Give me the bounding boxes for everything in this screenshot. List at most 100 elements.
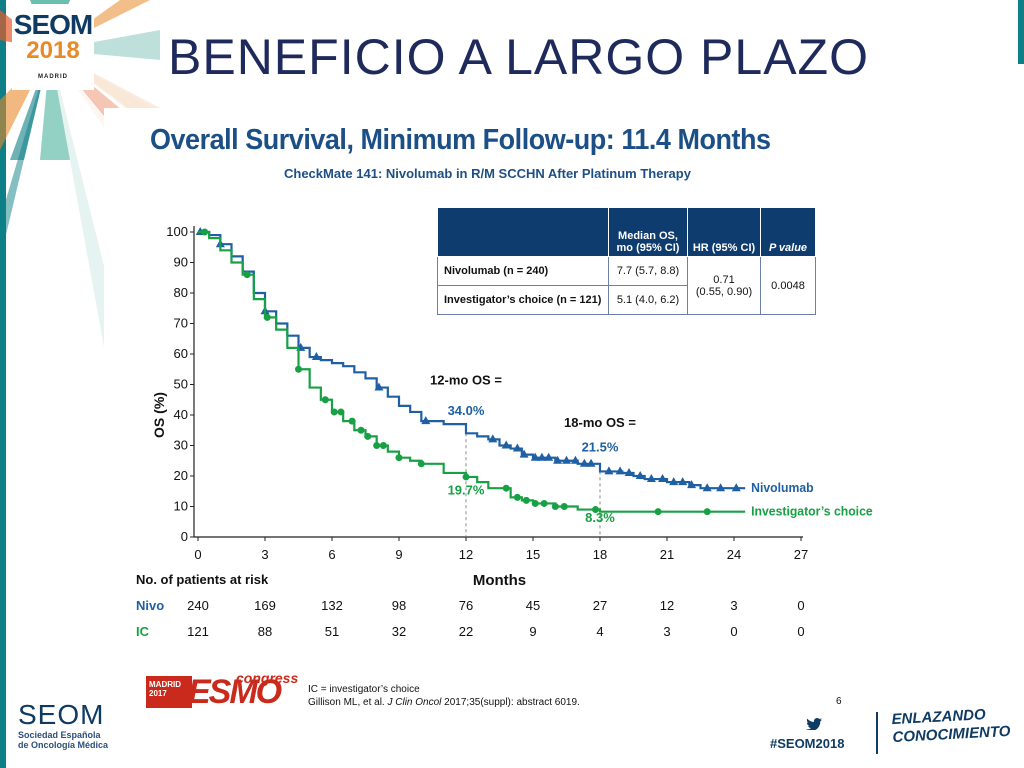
risk-cell: 3 <box>663 624 670 639</box>
investigator-choice-censor-mark <box>263 313 271 321</box>
nivolumab-censor-mark <box>604 466 614 475</box>
nivolumab-censor-mark <box>658 474 668 483</box>
esmo-word: ESMO <box>188 673 282 711</box>
table-row: Investigator’s choice (n = 121) 5.1 (4.0… <box>437 285 816 315</box>
y-tick-label: 30 <box>174 438 188 453</box>
x-tick-label: 6 <box>328 547 335 562</box>
investigator-choice-censor-mark <box>321 396 329 404</box>
footnote-abbreviation: IC = investigator’s choice <box>308 684 420 695</box>
table-cell-median: 7.7 (5.7, 8.8) <box>608 256 688 286</box>
nivolumab-censor-mark <box>731 483 741 492</box>
investigator-choice-censor-mark <box>560 503 568 510</box>
risk-cell: 9 <box>529 624 536 639</box>
citation-authors: Gillison ML, et al. <box>308 697 388 708</box>
y-tick-label: 0 <box>181 529 188 544</box>
risk-cell: 88 <box>258 624 272 639</box>
investigator-choice-censor-mark <box>522 496 530 504</box>
investigator-choice-censor-mark <box>330 408 338 416</box>
nivolumab-censor-mark <box>716 483 726 492</box>
table-header-pvalue: P value <box>760 207 816 257</box>
footnote-citation: Gillison ML, et al. J Clin Oncol 2017;35… <box>308 696 580 709</box>
risk-cell: 0 <box>797 624 804 639</box>
nivolumab-censor-mark <box>553 455 563 464</box>
seom-2018-logo: SEOM 2018 MADRID <box>12 4 94 90</box>
investigator-choice-censor-mark <box>243 271 251 279</box>
x-tick-label: 9 <box>395 547 402 562</box>
logo-seom-text: SEOM <box>13 9 93 40</box>
table-cell-pvalue: 0.0048 <box>760 256 816 315</box>
nivolumab-censor-mark <box>615 466 625 475</box>
table-cell-arm: Investigator’s choice (n = 121) <box>437 285 609 315</box>
risk-cell: 76 <box>459 598 473 613</box>
y-tick-label: 20 <box>174 468 188 483</box>
nivolumab-end-label: Nivolumab <box>751 481 814 495</box>
investigator-choice-end-label: Investigator’s choice <box>751 504 872 518</box>
esmo-congress-word: congress <box>236 670 299 686</box>
x-tick-label: 18 <box>593 547 607 562</box>
table-header-median: Median OS, mo (95% CI) <box>608 207 688 257</box>
event-hashtag: #SEOM2018 <box>770 736 845 751</box>
os-annotation: 19.7% <box>448 482 485 497</box>
logo-city-text: MADRID <box>38 74 68 80</box>
survival-summary-table: Median OS, mo (95% CI) HR (95% CI) P val… <box>437 207 816 315</box>
nivolumab-censor-mark <box>501 440 511 449</box>
y-tick-label: 80 <box>174 285 188 300</box>
chart-subtitle: CheckMate 141: Nivolumab in R/M SCCHN Af… <box>284 166 691 181</box>
risk-cell: 4 <box>596 624 603 639</box>
risk-cell: 45 <box>526 598 540 613</box>
esmo-red-block <box>146 676 192 708</box>
risk-cell: 121 <box>187 624 209 639</box>
seom-line-2: de Oncología Médica <box>18 740 109 750</box>
esmo-year: 2017 <box>149 689 167 698</box>
investigator-choice-censor-mark <box>531 499 539 507</box>
table-cell-median: 5.1 (4.0, 6.2) <box>608 285 688 315</box>
y-tick-label: 40 <box>174 407 188 422</box>
table-row: Nivolumab (n = 240) 7.7 (5.7, 8.8) 0.71 … <box>437 256 816 315</box>
y-tick-label: 50 <box>174 377 188 392</box>
investigator-choice-censor-mark <box>357 426 365 434</box>
nivolumab-censor-mark <box>635 471 645 479</box>
hr-value: 0.71 <box>713 273 735 286</box>
hr-ci: (0.55, 0.90) <box>695 285 753 298</box>
risk-cell: 98 <box>392 598 406 613</box>
table-header-hr: HR (95% CI) <box>687 207 761 257</box>
y-tick-label: 90 <box>174 255 188 270</box>
x-axis-label: Months <box>473 572 526 589</box>
investigator-choice-censor-mark <box>502 484 510 492</box>
y-tick-label: 60 <box>174 346 188 361</box>
risk-table-header: No. of patients at risk <box>136 572 269 587</box>
investigator-choice-censor-mark <box>295 365 302 373</box>
seom-society-logo: SEOM Sociedad Española de Oncología Médi… <box>18 700 109 751</box>
table-cell-arm: Nivolumab (n = 240) <box>437 256 609 286</box>
os-annotation: 21.5% <box>582 440 619 455</box>
risk-cell: 12 <box>660 598 674 613</box>
event-tagline: ENLAZANDO CONOCIMIENTO <box>891 705 1011 747</box>
os-annotation: 34.0% <box>448 403 485 418</box>
nivolumab-censor-mark <box>669 477 679 486</box>
investigator-choice-censor-mark <box>551 503 559 510</box>
investigator-choice-censor-mark <box>540 499 548 507</box>
risk-cell: 27 <box>593 598 607 613</box>
nivolumab-censor-mark <box>579 458 589 467</box>
x-tick-label: 27 <box>794 547 808 562</box>
esmo-city-year: MADRID 2017 <box>149 680 181 698</box>
x-tick-label: 0 <box>194 547 201 562</box>
nivolumab-censor-mark <box>646 474 656 483</box>
os-annotation: 8.3% <box>585 510 615 525</box>
investigator-choice-censor-mark <box>417 460 425 468</box>
table-cell-hr: 0.71 (0.55, 0.90) <box>687 256 761 315</box>
investigator-choice-censor-mark <box>513 493 521 501</box>
risk-cell: 51 <box>325 624 339 639</box>
footnote: IC = investigator’s choice Gillison ML, … <box>308 683 580 709</box>
nivolumab-censor-mark <box>562 455 571 464</box>
os-annotation: 12-mo OS = <box>430 373 502 388</box>
os-annotation: 18-mo OS = <box>564 415 636 430</box>
y-tick-label: 100 <box>166 224 188 239</box>
seom-line-1: Sociedad Española <box>18 730 101 740</box>
nivolumab-censor-mark <box>421 416 431 425</box>
risk-cell: 240 <box>187 598 209 613</box>
nivolumab-censor-mark <box>512 443 522 452</box>
nivolumab-censor-mark <box>519 449 529 458</box>
nivolumab-censor-mark <box>702 483 712 492</box>
right-accent-bar <box>1018 0 1024 64</box>
